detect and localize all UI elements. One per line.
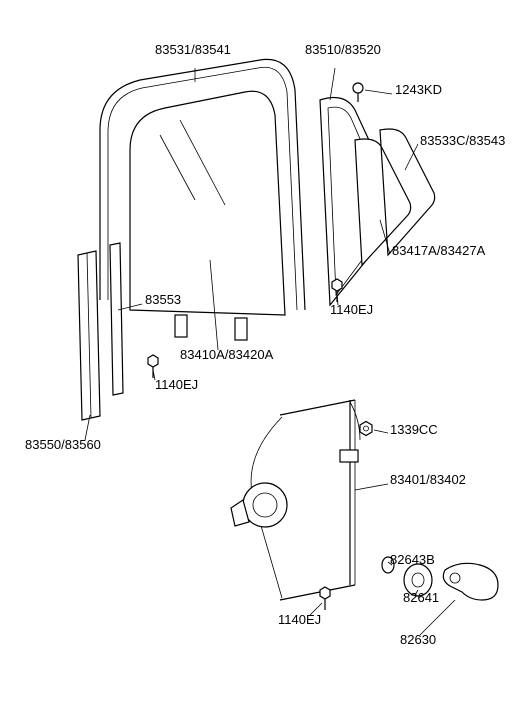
division-channel-inner [110, 243, 123, 395]
bolt-1140ej-c [320, 587, 330, 610]
label-knob: 82641 [403, 590, 439, 605]
label-quarter-frame: 83510/83520 [305, 42, 381, 57]
label-run-channel: 83531/83541 [155, 42, 231, 57]
label-channel-inner: 83553 [145, 292, 181, 307]
division-channel-outer [78, 251, 100, 420]
nut-1339cc [360, 422, 372, 436]
window-handle [443, 563, 498, 600]
label-quarter-glass: 83417A/83427A [392, 243, 485, 258]
window-regulator [231, 400, 360, 600]
label-quarter-ws: 83533C/83543 [420, 133, 505, 148]
screw-1243kd [353, 83, 363, 102]
parts-diagram [0, 0, 531, 727]
label-escutcheon: 82643B [390, 552, 435, 567]
label-bolt-a: 1140EJ [330, 302, 373, 317]
label-regulator: 83401/83402 [390, 472, 466, 487]
label-bolt-c: 1140EJ [278, 612, 321, 627]
label-channel-outer: 83550/83560 [25, 437, 101, 452]
label-handle: 82630 [400, 632, 436, 647]
label-nut: 1339CC [390, 422, 438, 437]
label-door-glass: 83410A/83420A [180, 347, 273, 362]
door-glass-main [130, 91, 285, 315]
label-bolt-b: 1140EJ [155, 377, 198, 392]
label-screw: 1243KD [395, 82, 442, 97]
bolt-1140ej-b [148, 355, 158, 378]
bolt-1140ej-a [332, 279, 342, 302]
